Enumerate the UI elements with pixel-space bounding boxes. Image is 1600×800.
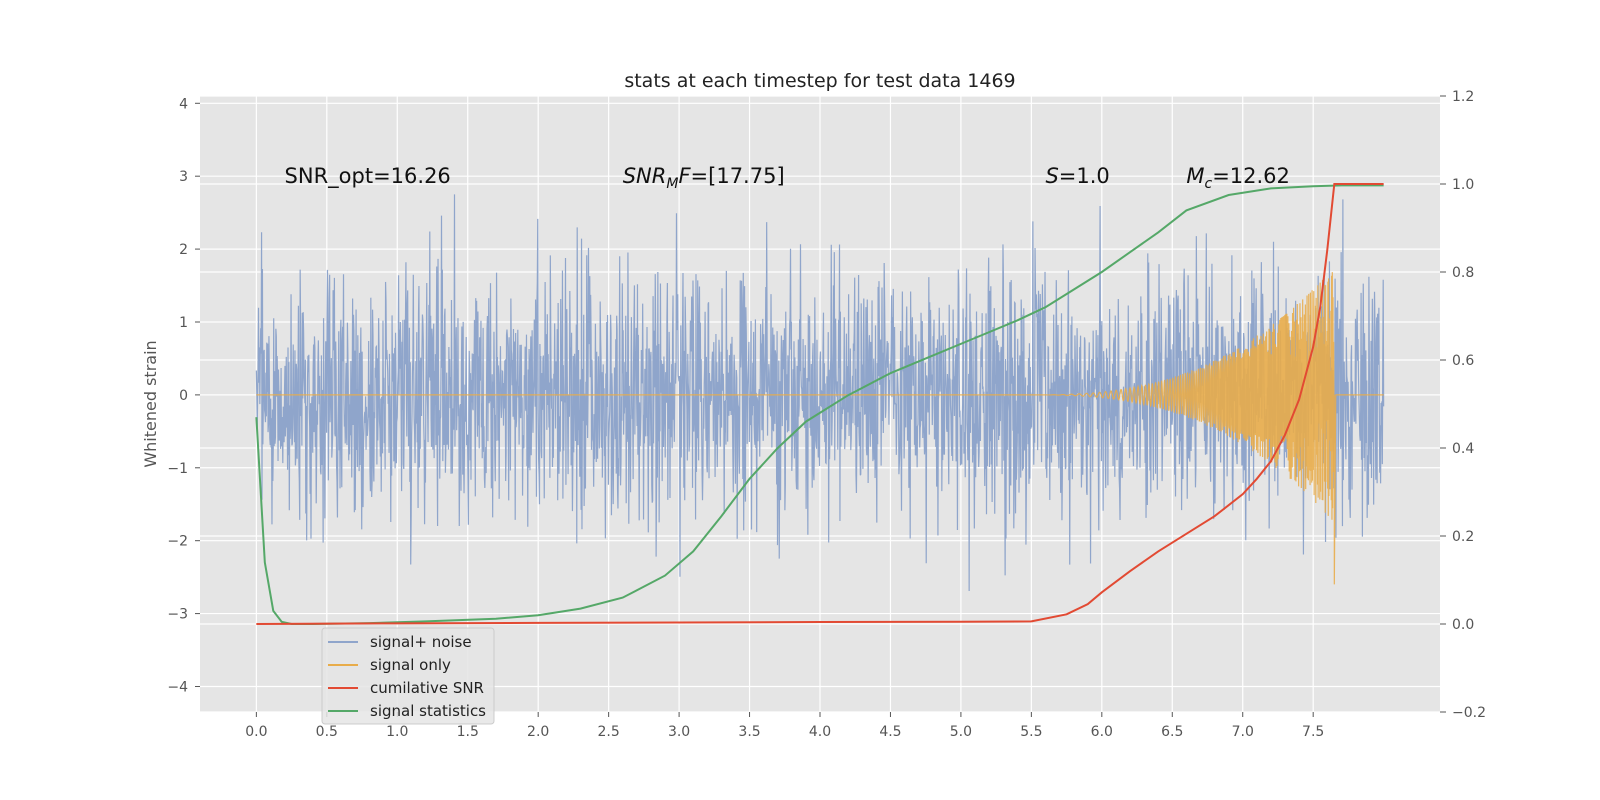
annotation: S=1.0: [1045, 164, 1109, 188]
x-tick-label: 5.5: [1020, 724, 1042, 740]
x-tick-label: 3.0: [668, 724, 690, 740]
axes: 0.0 0.5 1.0 1.5 2.0 2.5 3.0 3.5 4.0 4.5 5.0 5.5 6.0 6…: [167, 89, 1486, 740]
x-tick-label: 6.5: [1161, 724, 1183, 740]
x-tick-label: 5.0: [950, 724, 972, 740]
y-tick-label: −2: [167, 534, 188, 550]
legend-box: [321, 627, 495, 725]
signal-noise-series: [255, 194, 1385, 591]
y-tick-label: −4: [167, 679, 188, 695]
y2-tick-label: 1.0: [1452, 177, 1474, 193]
legend-label: signal+ noise: [370, 633, 472, 651]
y-tick-label: 2: [179, 242, 188, 258]
line-series: [255, 183, 1384, 625]
y-tick-label: 0: [179, 388, 188, 404]
x-tick-label: 7.5: [1302, 724, 1324, 740]
series-signal-only: [256, 272, 1384, 585]
y-tick-label: −1: [167, 461, 188, 477]
y-tick-label: 4: [179, 96, 188, 112]
signal-only-series: [256, 272, 1384, 585]
series-cumulative-snr: [256, 183, 1384, 625]
annotations: SNR_opt=16.26 SNRMF=[17.75] S=1.0 Mc=12.62: [285, 164, 1290, 192]
x-tick-label: 0.0: [245, 724, 267, 740]
x-tick-label: 3.5: [738, 724, 760, 740]
legend-label: signal statistics: [370, 702, 486, 720]
y2-tick-label: 0.2: [1452, 529, 1474, 545]
annotation: SNR_opt=16.26: [285, 164, 451, 189]
y2-tick-label: 0.4: [1452, 441, 1474, 457]
legend: signal+ noise signal only cumilative SNR si…: [321, 627, 495, 725]
chart-title: stats at each timestep for test data 146…: [624, 70, 1015, 92]
y-axis-label: Whitened strain: [141, 340, 160, 467]
annotation: SNRMF=[17.75]: [623, 164, 785, 192]
y2-tick-label: 0.6: [1452, 353, 1474, 369]
annotation: Mc=12.62: [1186, 164, 1290, 192]
x-tick-label: 7.0: [1232, 724, 1254, 740]
y-tick-label: 1: [179, 315, 188, 331]
x-tick-label: 2.0: [527, 724, 549, 740]
y2-tick-label: −0.2: [1452, 705, 1486, 721]
x-tick-label: 0.5: [316, 724, 338, 740]
y-tick-label: 3: [179, 169, 188, 185]
series-signal-noise: [255, 194, 1385, 591]
y2-tick-label: 0.8: [1452, 265, 1474, 281]
x-tick-label: 1.5: [457, 724, 479, 740]
legend-label: cumilative SNR: [370, 679, 484, 697]
y2-tick-label: 1.2: [1452, 89, 1474, 105]
x-tick-label: 6.0: [1091, 724, 1113, 740]
x-tick-label: 2.5: [598, 724, 620, 740]
x-tick-label: 4.5: [879, 724, 901, 740]
legend-label: signal only: [370, 656, 451, 674]
y-tick-label: −3: [167, 607, 188, 623]
y2-tick-label: 0.0: [1452, 617, 1474, 633]
x-tick-label: 4.0: [809, 724, 831, 740]
x-tick-label: 1.0: [386, 724, 408, 740]
